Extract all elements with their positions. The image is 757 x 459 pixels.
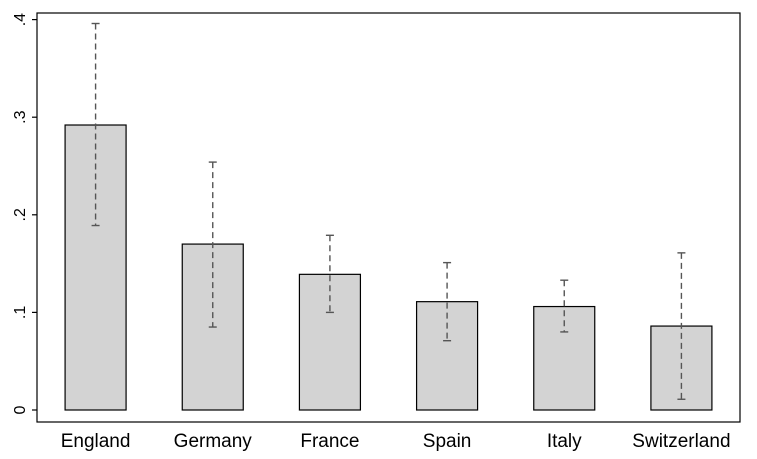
error-bar-france <box>325 234 334 314</box>
y-axis: 0 .1 .2 .3 .4 <box>12 13 37 414</box>
x-tick-label: Switzerland <box>632 431 730 452</box>
x-axis: England Germany France Spain Italy Switzerlan… <box>61 431 731 452</box>
x-tick-label: France <box>300 431 359 452</box>
error-bar-switzerland <box>677 252 686 400</box>
plot-frame <box>36 12 741 423</box>
bar-england <box>64 124 127 411</box>
error-bars <box>91 22 686 400</box>
bar-spain <box>415 301 479 411</box>
error-bar-england <box>91 22 100 227</box>
y-tick-label: .1 <box>12 306 29 319</box>
y-tick-label: 0 <box>12 405 29 414</box>
error-bar-italy <box>560 279 569 333</box>
y-tick-label: .3 <box>12 110 29 123</box>
x-tick-label: Germany <box>174 431 253 452</box>
y-tick-label: .2 <box>12 208 29 221</box>
error-bar-germany <box>208 161 217 328</box>
y-tick-label: .4 <box>12 13 29 26</box>
x-tick-label: Italy <box>547 431 582 452</box>
x-tick-label: Spain <box>423 431 472 452</box>
x-tick-label: England <box>61 431 131 452</box>
bars <box>64 124 713 411</box>
bar-france <box>298 273 362 411</box>
error-bar-spain <box>443 261 452 342</box>
